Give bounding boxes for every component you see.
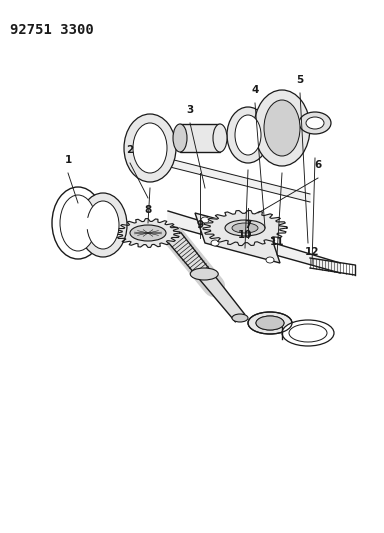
Polygon shape [116, 219, 180, 247]
Ellipse shape [248, 312, 292, 334]
Ellipse shape [213, 124, 227, 152]
Ellipse shape [232, 223, 258, 233]
Polygon shape [169, 233, 245, 322]
Text: 7: 7 [244, 220, 252, 230]
Ellipse shape [282, 320, 334, 346]
Ellipse shape [256, 316, 284, 330]
Ellipse shape [79, 193, 127, 257]
Ellipse shape [264, 100, 300, 156]
Text: 12: 12 [305, 247, 319, 257]
Ellipse shape [173, 124, 187, 152]
Ellipse shape [87, 201, 119, 249]
Ellipse shape [225, 220, 265, 236]
Text: 8: 8 [144, 205, 152, 215]
Polygon shape [83, 218, 113, 228]
Ellipse shape [232, 314, 248, 322]
Ellipse shape [130, 225, 166, 241]
Ellipse shape [306, 117, 324, 129]
Ellipse shape [190, 268, 218, 280]
Text: 92751 3300: 92751 3300 [10, 23, 94, 37]
Ellipse shape [52, 187, 104, 259]
Bar [180, 124, 220, 152]
Ellipse shape [227, 107, 269, 163]
Ellipse shape [256, 316, 284, 330]
Text: 5: 5 [296, 75, 304, 85]
Text: 11: 11 [270, 237, 284, 247]
Ellipse shape [266, 257, 274, 263]
Ellipse shape [299, 112, 331, 134]
Ellipse shape [235, 115, 261, 155]
Ellipse shape [211, 240, 219, 246]
Text: 2: 2 [126, 145, 134, 155]
Ellipse shape [201, 217, 209, 223]
Polygon shape [203, 211, 287, 246]
Text: 4: 4 [251, 85, 259, 95]
Text: 10: 10 [238, 230, 252, 240]
Text: 3: 3 [186, 105, 194, 115]
Ellipse shape [133, 123, 167, 173]
Text: 6: 6 [314, 160, 322, 170]
Ellipse shape [124, 114, 176, 182]
Text: 9: 9 [197, 220, 204, 230]
Ellipse shape [251, 234, 259, 240]
Ellipse shape [60, 195, 96, 251]
Ellipse shape [254, 90, 310, 166]
Text: 1: 1 [65, 155, 72, 165]
Polygon shape [195, 213, 280, 263]
Polygon shape [168, 211, 340, 273]
Polygon shape [130, 149, 310, 202]
